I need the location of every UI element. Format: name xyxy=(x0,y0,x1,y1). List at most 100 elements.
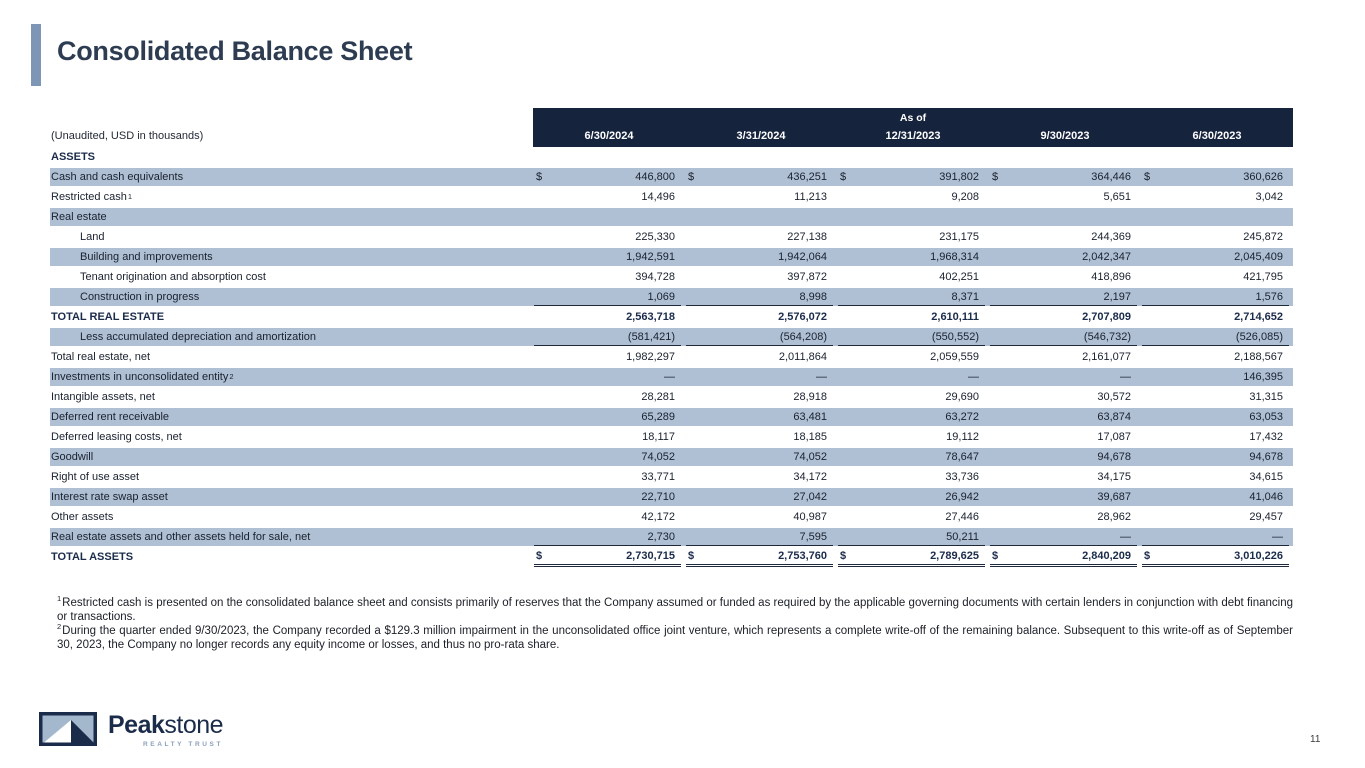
table-cell xyxy=(685,147,837,167)
table-cell: 74,052 xyxy=(793,451,827,463)
table-row: Deferred leasing costs, net 18,117 18,185 1… xyxy=(50,427,1293,447)
row-label: Tenant origination and absorption cost xyxy=(80,271,266,283)
table-row: Intangible assets, net 28,281 28,918 29,690… xyxy=(50,387,1293,407)
table-cell: 418,896 xyxy=(1091,271,1131,283)
table-cell: 2,197 xyxy=(989,288,1141,306)
table-row: ASSETS xyxy=(50,147,1293,167)
table-cell: 227,138 xyxy=(787,231,827,243)
unaudited-note: (Unaudited, USD in thousands) xyxy=(51,130,204,142)
table-row: Real estate assets and other assets held… xyxy=(50,527,1293,547)
table-cell: 11,213 xyxy=(794,191,827,203)
table-cell xyxy=(989,208,1141,226)
brand-name-regular: stone xyxy=(164,711,224,739)
table-cell: $360,626 xyxy=(1144,171,1283,183)
table-cell: 244,369 xyxy=(1091,231,1131,243)
table-row: Cash and cash equivalents $446,800 $436,25… xyxy=(50,167,1293,187)
table-cell: $436,251 xyxy=(688,171,827,183)
row-label: Construction in progress xyxy=(80,291,200,303)
table-cell: 34,615 xyxy=(1249,471,1283,483)
table-cell: (581,421) xyxy=(533,328,685,346)
table-cell: 7,595 xyxy=(685,528,837,546)
table-cell: 19,112 xyxy=(946,431,979,443)
table-cell: 50,211 xyxy=(837,528,989,546)
table-cell: $2,789,625 xyxy=(837,547,989,567)
table-cell: 245,872 xyxy=(1243,231,1283,243)
table-cell: 2,576,072 xyxy=(778,311,827,323)
column-header: 3/31/2024 xyxy=(736,129,786,142)
table-cell: 2,059,559 xyxy=(930,351,979,363)
table-cell: 9,208 xyxy=(951,191,979,203)
table-cell: 33,771 xyxy=(641,471,675,483)
table-cell: 1,576 xyxy=(1141,288,1293,306)
table-cell: 34,172 xyxy=(793,471,827,483)
table-cell: 78,647 xyxy=(945,451,979,463)
table-cell: — xyxy=(1141,528,1293,546)
table-cell: 63,874 xyxy=(1097,411,1131,423)
table-cell: 63,272 xyxy=(945,411,979,423)
table-row: TOTAL ASSETS $2,730,715 $2,753,760 $2,789,6… xyxy=(50,547,1293,567)
row-label: Building and improvements xyxy=(80,251,213,263)
row-label: Other assets xyxy=(51,511,114,523)
table-cell: 29,457 xyxy=(1249,511,1283,523)
table-cell: 1,942,591 xyxy=(626,251,675,263)
row-label: Intangible assets, net xyxy=(51,391,155,403)
table-cell: (550,552) xyxy=(837,328,989,346)
table-cell: — xyxy=(816,371,827,383)
row-label: Total real estate, net xyxy=(51,351,151,363)
table-cell: 394,728 xyxy=(635,271,675,283)
table-cell: 5,651 xyxy=(1103,191,1131,203)
table-cell: 27,446 xyxy=(945,511,979,523)
table-row: Land 225,330 227,138 231,175 244,369 245,872 xyxy=(50,227,1293,247)
table-cell: 8,371 xyxy=(837,288,989,306)
table-cell: 225,330 xyxy=(635,231,675,243)
row-label: Cash and cash equivalents xyxy=(51,171,184,183)
table-cell: 2,042,347 xyxy=(1082,251,1131,263)
table-cell: 2,188,567 xyxy=(1234,351,1283,363)
table-cell: 26,942 xyxy=(945,491,979,503)
table-cell xyxy=(533,147,685,167)
table-cell: — xyxy=(664,371,675,383)
table-cell: 31,315 xyxy=(1249,391,1283,403)
table-cell: 94,678 xyxy=(1097,451,1131,463)
column-header: 12/31/2023 xyxy=(885,129,941,142)
footnotes: 1Restricted cash is presented on the con… xyxy=(57,595,1293,652)
table-cell: $2,753,760 xyxy=(685,547,837,567)
table-cell: 2,610,111 xyxy=(931,311,979,323)
logo-tagline: REALTY TRUST xyxy=(142,741,224,748)
table-cell: 74,052 xyxy=(641,451,675,463)
table-row: Deferred rent receivable 65,289 63,481 63,2… xyxy=(50,407,1293,427)
table-cell: 18,117 xyxy=(642,431,675,443)
table-cell: 8,998 xyxy=(685,288,837,306)
logo-wordmark: Peakstone REALTY TRUST xyxy=(108,711,224,749)
table-cell: 27,042 xyxy=(793,491,827,503)
table-cell: 28,281 xyxy=(641,391,675,403)
row-label: Real estate assets and other assets held… xyxy=(51,531,311,543)
balance-sheet-table: (Unaudited, USD in thousands) As of 6/30… xyxy=(50,108,1293,567)
table-row: Other assets 42,172 40,987 27,446 28,962 29,4… xyxy=(50,507,1293,527)
table-cell: 2,714,652 xyxy=(1234,311,1283,323)
table-header: (Unaudited, USD in thousands) As of 6/30… xyxy=(50,108,1293,147)
column-header: 9/30/2023 xyxy=(1040,129,1090,142)
column-header: 6/30/2023 xyxy=(1192,129,1242,142)
table-cell: 2,730 xyxy=(533,528,685,546)
table-cell: 39,687 xyxy=(1097,491,1131,503)
table-row: Less accumulated depreciation and amorti… xyxy=(50,327,1293,347)
table-cell: 3,042 xyxy=(1255,191,1283,203)
table-cell xyxy=(1141,147,1293,167)
table-cell: 29,690 xyxy=(945,391,979,403)
table-cell: 231,175 xyxy=(939,231,979,243)
row-label: Goodwill xyxy=(51,451,94,463)
table-cell: 65,289 xyxy=(641,411,675,423)
table-cell: $2,730,715 xyxy=(533,547,685,567)
table-cell: 397,872 xyxy=(787,271,827,283)
table-cell: 1,069 xyxy=(533,288,685,306)
row-label: TOTAL ASSETS xyxy=(51,551,134,563)
table-cell: 42,172 xyxy=(641,511,675,523)
table-cell: $2,840,209 xyxy=(989,547,1141,567)
table-row: Real estate xyxy=(50,207,1293,227)
table-cell xyxy=(837,147,989,167)
table-cell: — xyxy=(989,528,1141,546)
table-row: Right of use asset 33,771 34,172 33,736 34,1… xyxy=(50,467,1293,487)
table-cell: (564,208) xyxy=(685,328,837,346)
page-number: 11 xyxy=(1310,734,1321,745)
